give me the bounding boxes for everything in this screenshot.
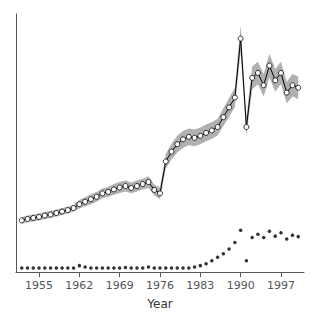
svg-text:1962: 1962 <box>65 279 93 292</box>
svg-text:1969: 1969 <box>106 279 134 292</box>
svg-text:1955: 1955 <box>25 279 53 292</box>
svg-text:Year: Year <box>146 297 172 311</box>
svg-text:1983: 1983 <box>186 279 214 292</box>
svg-text:1997: 1997 <box>267 279 295 292</box>
svg-text:1990: 1990 <box>227 279 255 292</box>
svg-text:1976: 1976 <box>146 279 174 292</box>
